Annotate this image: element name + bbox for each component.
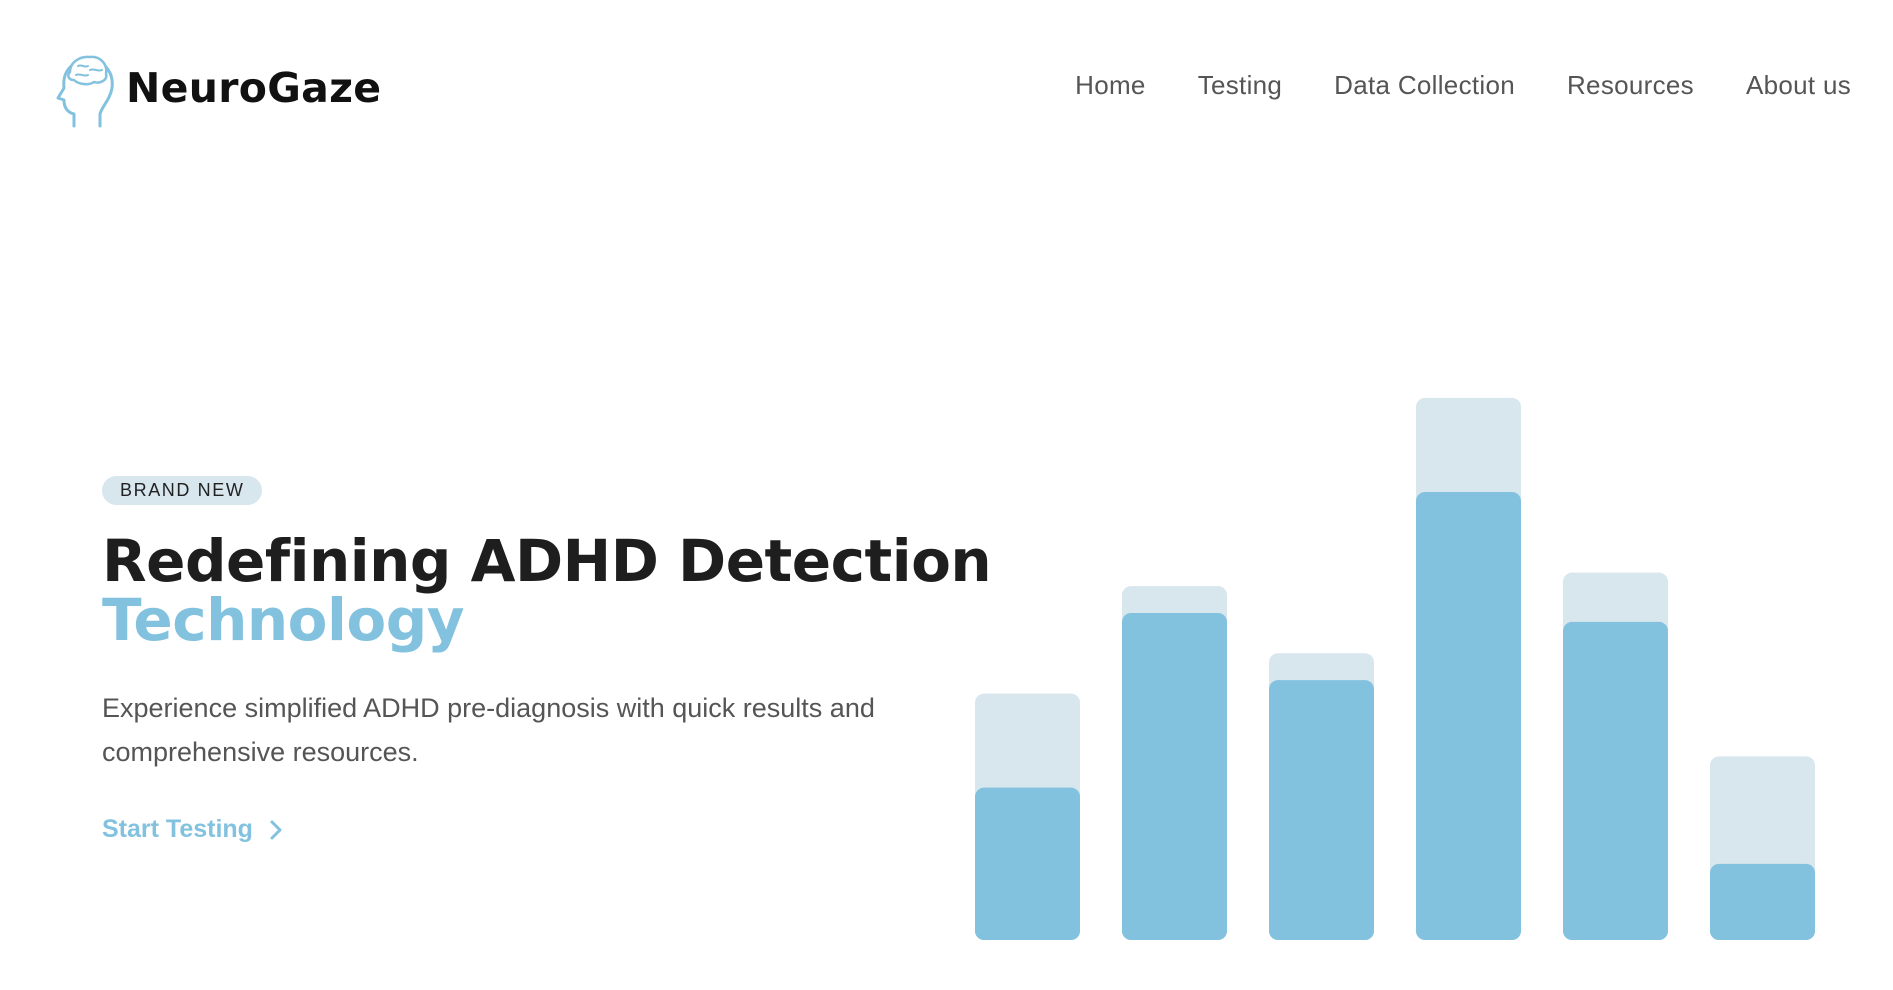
start-testing-link[interactable]: Start Testing [102, 815, 285, 844]
chart-bar [975, 787, 1080, 940]
nav-data-collection[interactable]: Data Collection [1334, 70, 1515, 100]
chart-bar [1122, 612, 1227, 940]
head-brain-icon [56, 55, 114, 128]
nav-testing[interactable]: Testing [1197, 70, 1283, 100]
hero-bar-chart [975, 397, 1815, 940]
brand-new-badge: BRAND NEW [102, 476, 263, 505]
nav-home[interactable]: Home [1075, 70, 1146, 100]
chart-bar [1710, 863, 1815, 940]
brand-name: NeuroGaze [126, 64, 382, 112]
hero-title: Redefining ADHD Detection [102, 527, 992, 595]
nav-about-us[interactable]: About us [1745, 70, 1851, 100]
chart-bar [1563, 621, 1668, 940]
chart-bar [1269, 680, 1374, 940]
start-testing-label: Start Testing [102, 815, 253, 843]
hero-subtitle: Experience simplified ADHD pre-diagnosis… [102, 693, 875, 767]
brand-logo[interactable]: NeuroGaze [52, 48, 381, 128]
main-nav: Home Testing Data Collection Resources A… [1075, 70, 1851, 101]
chart-bar [1416, 492, 1521, 940]
hero-title-highlight: Technology [102, 586, 465, 654]
chevron-right-icon [270, 820, 282, 839]
nav-resources[interactable]: Resources [1566, 70, 1694, 100]
